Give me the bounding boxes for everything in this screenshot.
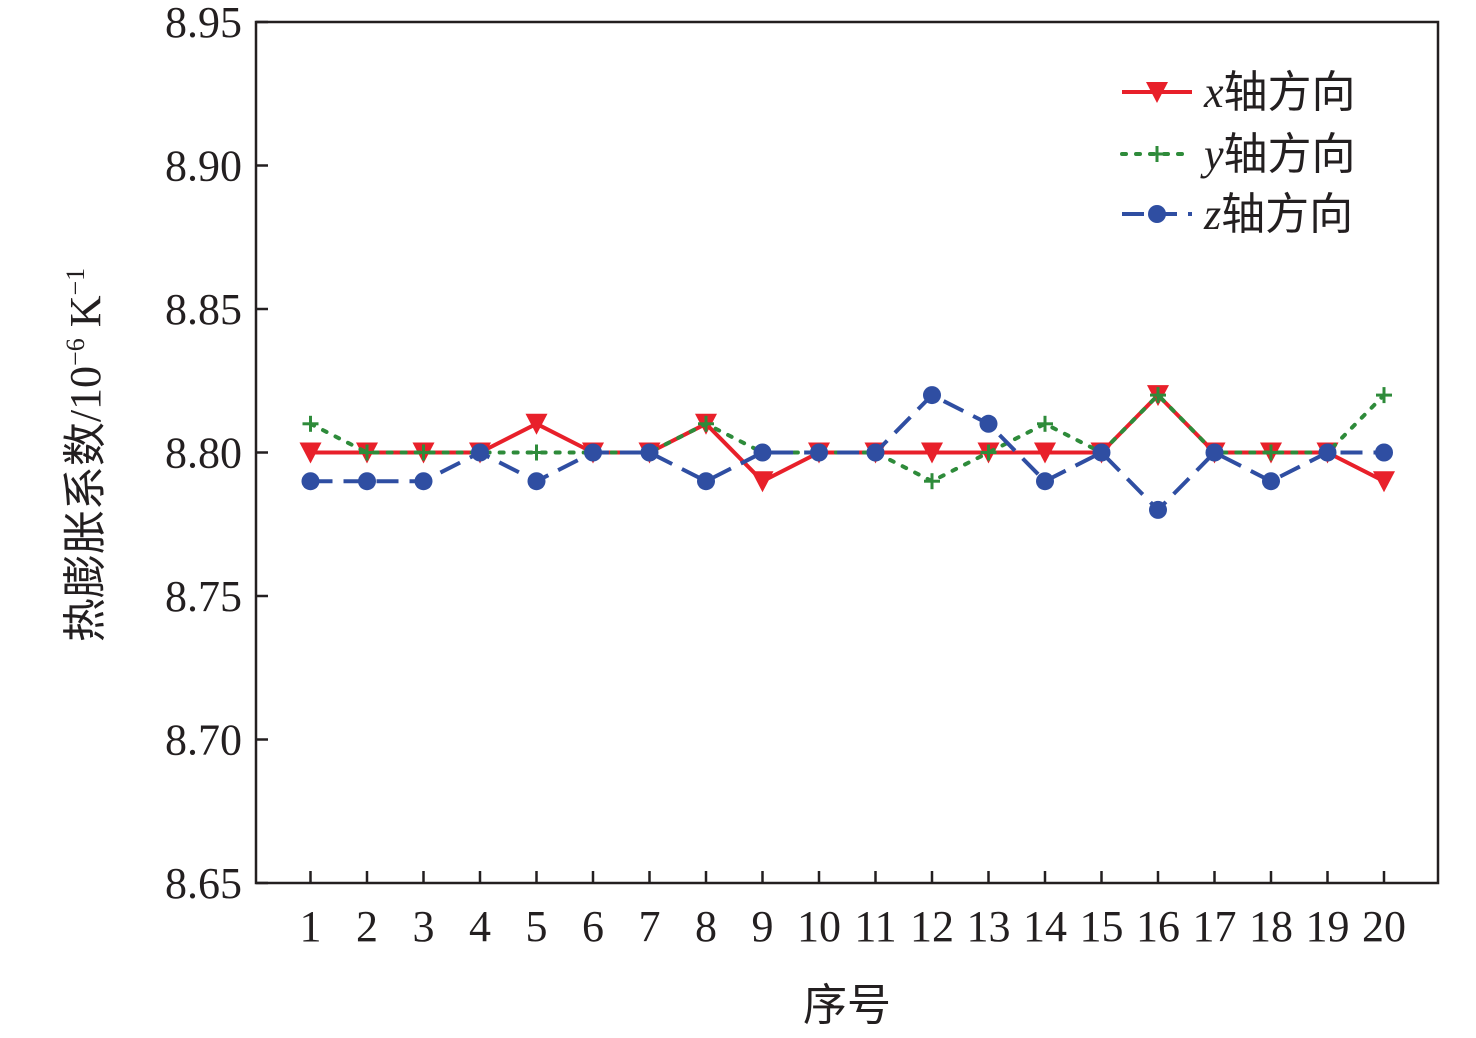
data-point-z [527,472,546,491]
legend-item-z: z轴方向 [1122,190,1353,239]
series-line-x [310,393,1385,484]
data-point-x [299,442,322,464]
data-point-y [1037,415,1053,432]
series-layer [299,385,1395,519]
y-tick-label: 8.90 [165,142,242,191]
y-tick-label: 8.95 [165,0,242,47]
legend-marker-z [1148,205,1166,223]
data-point-z [1318,443,1337,462]
series-line-y [308,393,1386,484]
data-point-z [301,472,320,491]
x-tick-label: 10 [797,902,841,951]
series-line-z [310,393,1384,512]
series-x [299,385,1395,493]
legend-marker-y [1149,146,1165,162]
x-tick-label: 17 [1193,902,1237,951]
data-point-z [584,443,602,462]
data-point-z [1149,500,1167,519]
legend-item-y: y轴方向 [1120,130,1356,179]
data-point-y [528,444,545,461]
x-tick-label: 20 [1362,902,1406,951]
data-point-z [1262,472,1280,491]
x-axis-ticks: 1 2 3 4 5 6 7 8 9 10 11 12 13 14 15 16 17 18 19 20 [300,871,1406,951]
x-tick-label: 16 [1136,902,1180,951]
data-point-z [923,386,941,405]
legend-label-z: z轴方向 [1203,190,1353,239]
data-point-y [980,444,997,461]
x-tick-label: 13 [967,902,1011,951]
x-tick-label: 3 [413,902,435,951]
y-axis-title-exp1: −6 [61,338,90,366]
x-tick-label: 15 [1080,902,1124,951]
series-y [302,387,1392,490]
y-tick-label: 8.65 [165,859,242,908]
x-tick-label: 6 [582,902,604,951]
x-axis-title: 序号 [803,981,891,1030]
legend-label-y: y轴方向 [1200,130,1356,179]
data-point-x [921,442,943,464]
legend: x轴方向 y轴方向 z轴方向 [1120,68,1356,239]
data-point-y [1263,444,1279,461]
data-point-z [1092,443,1111,462]
data-point-z [866,443,885,462]
data-point-z [358,472,376,491]
data-point-x [1373,471,1395,493]
data-point-y [1150,387,1166,404]
legend-item-x: x轴方向 [1122,68,1356,117]
x-tick-label: 18 [1249,902,1293,951]
x-tick-label: 2 [356,902,378,951]
y-axis-ticks: 8.65 8.70 8.75 8.80 8.85 8.90 8.95 [165,0,268,908]
data-point-z [1205,443,1224,462]
y-tick-label: 8.75 [165,572,242,621]
data-point-y [698,415,714,432]
data-point-y [302,415,319,432]
x-tick-label: 8 [695,902,717,951]
data-point-y [924,473,940,490]
data-point-y [359,444,375,461]
y-tick-label: 8.80 [165,429,242,478]
legend-marker-x [1146,82,1168,103]
data-point-z [697,472,715,491]
series-z [301,386,1393,519]
data-point-y [415,444,432,461]
y-axis-title-exp2: −1 [61,268,90,296]
x-tick-label: 7 [639,902,661,951]
y-tick-label: 8.85 [165,285,242,334]
data-point-z [810,443,828,462]
data-point-x [751,471,774,493]
x-tick-label: 11 [854,902,896,951]
data-point-z [753,443,772,462]
x-tick-label: 19 [1306,902,1350,951]
data-point-x [525,413,548,435]
data-point-z [414,472,433,491]
x-tick-label: 14 [1023,902,1067,951]
data-point-y [1376,387,1392,404]
data-point-z [979,414,998,433]
y-axis-title: 热膨胀系数/10−6 K−1 [61,268,110,642]
legend-label-x: x轴方向 [1203,68,1356,117]
x-tick-label: 12 [910,902,954,951]
data-point-z [1036,472,1054,491]
data-point-z [471,443,489,462]
x-tick-label: 9 [752,902,774,951]
y-axis-title-unit: K [61,295,110,338]
data-point-z [640,443,659,462]
x-tick-label: 1 [300,902,322,951]
y-axis-title-main: 热膨胀系数/10 [61,366,110,642]
x-tick-label: 5 [526,902,548,951]
data-point-x [1034,442,1056,464]
x-tick-label: 4 [469,902,491,951]
y-tick-label: 8.70 [165,716,242,765]
data-point-z [1375,443,1393,462]
